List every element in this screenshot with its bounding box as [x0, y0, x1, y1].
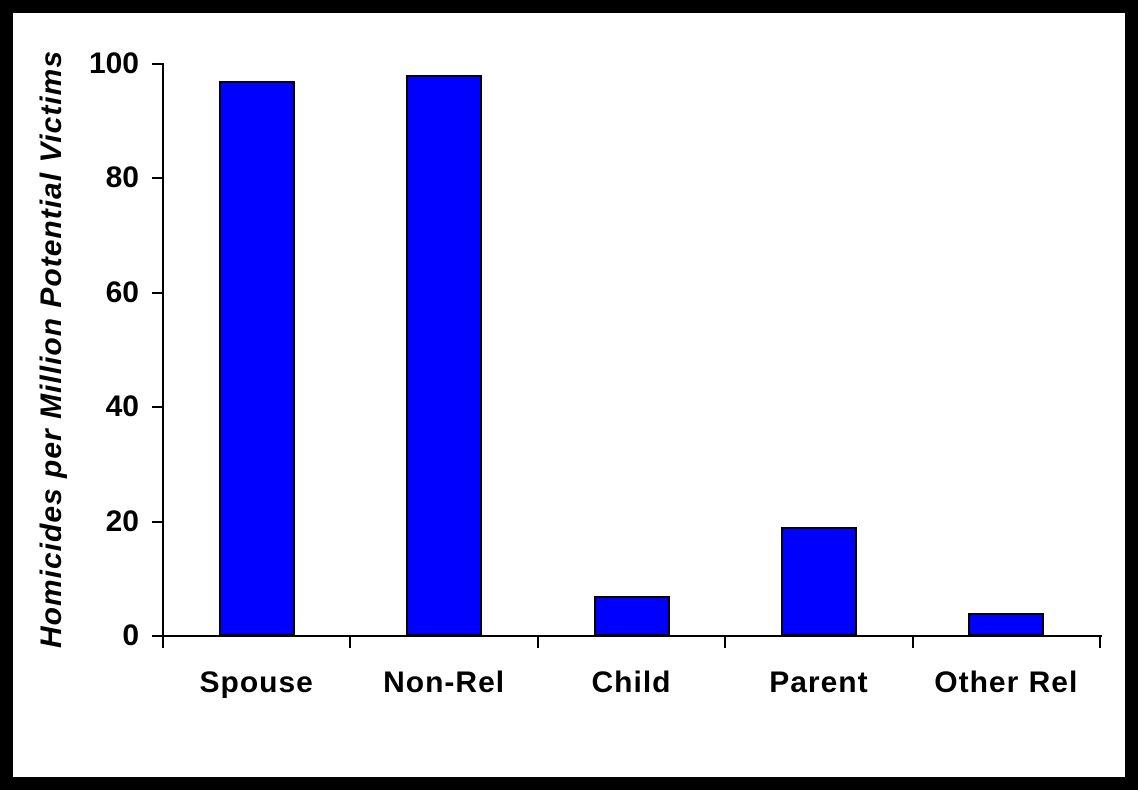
- y-tick-80: [152, 177, 163, 180]
- y-tick-label-100: 100: [88, 46, 139, 80]
- y-tick-60: [152, 291, 163, 294]
- x-tick-4: [911, 636, 914, 648]
- x-tick-0: [162, 636, 164, 648]
- y-tick-label-0: 0: [122, 619, 139, 652]
- bar-non-rel: [406, 75, 483, 636]
- x-label-non-rel: Non-Rel: [383, 666, 506, 699]
- y-tick-label-80: 80: [105, 161, 139, 195]
- x-tick-3: [724, 636, 727, 648]
- x-tick-2: [536, 636, 539, 648]
- x-tick-1: [349, 636, 352, 648]
- y-axis: [162, 62, 164, 638]
- y-tick-label-40: 40: [105, 390, 139, 424]
- x-axis: [162, 635, 1102, 637]
- bar-child: [593, 595, 670, 636]
- bar-parent: [780, 527, 857, 636]
- plot-area: Homicides per Million Potential Victims …: [13, 13, 1125, 777]
- bar-other-rel: [968, 613, 1045, 636]
- y-tick-label-60: 60: [105, 275, 139, 309]
- y-tick-20: [152, 520, 163, 523]
- x-label-child: Child: [591, 666, 672, 699]
- x-label-spouse: Spouse: [199, 666, 314, 699]
- y-tick-40: [152, 406, 163, 409]
- bar-spouse: [218, 80, 295, 636]
- y-tick-0: [152, 635, 163, 637]
- x-label-parent: Parent: [769, 666, 869, 699]
- y-tick-label-20: 20: [105, 504, 139, 538]
- x-label-other-rel: Other Rel: [934, 666, 1079, 699]
- y-axis-title: Homicides per Million Potential Victims: [35, 50, 68, 648]
- x-tick-5: [1099, 636, 1101, 648]
- y-tick-100: [152, 62, 163, 65]
